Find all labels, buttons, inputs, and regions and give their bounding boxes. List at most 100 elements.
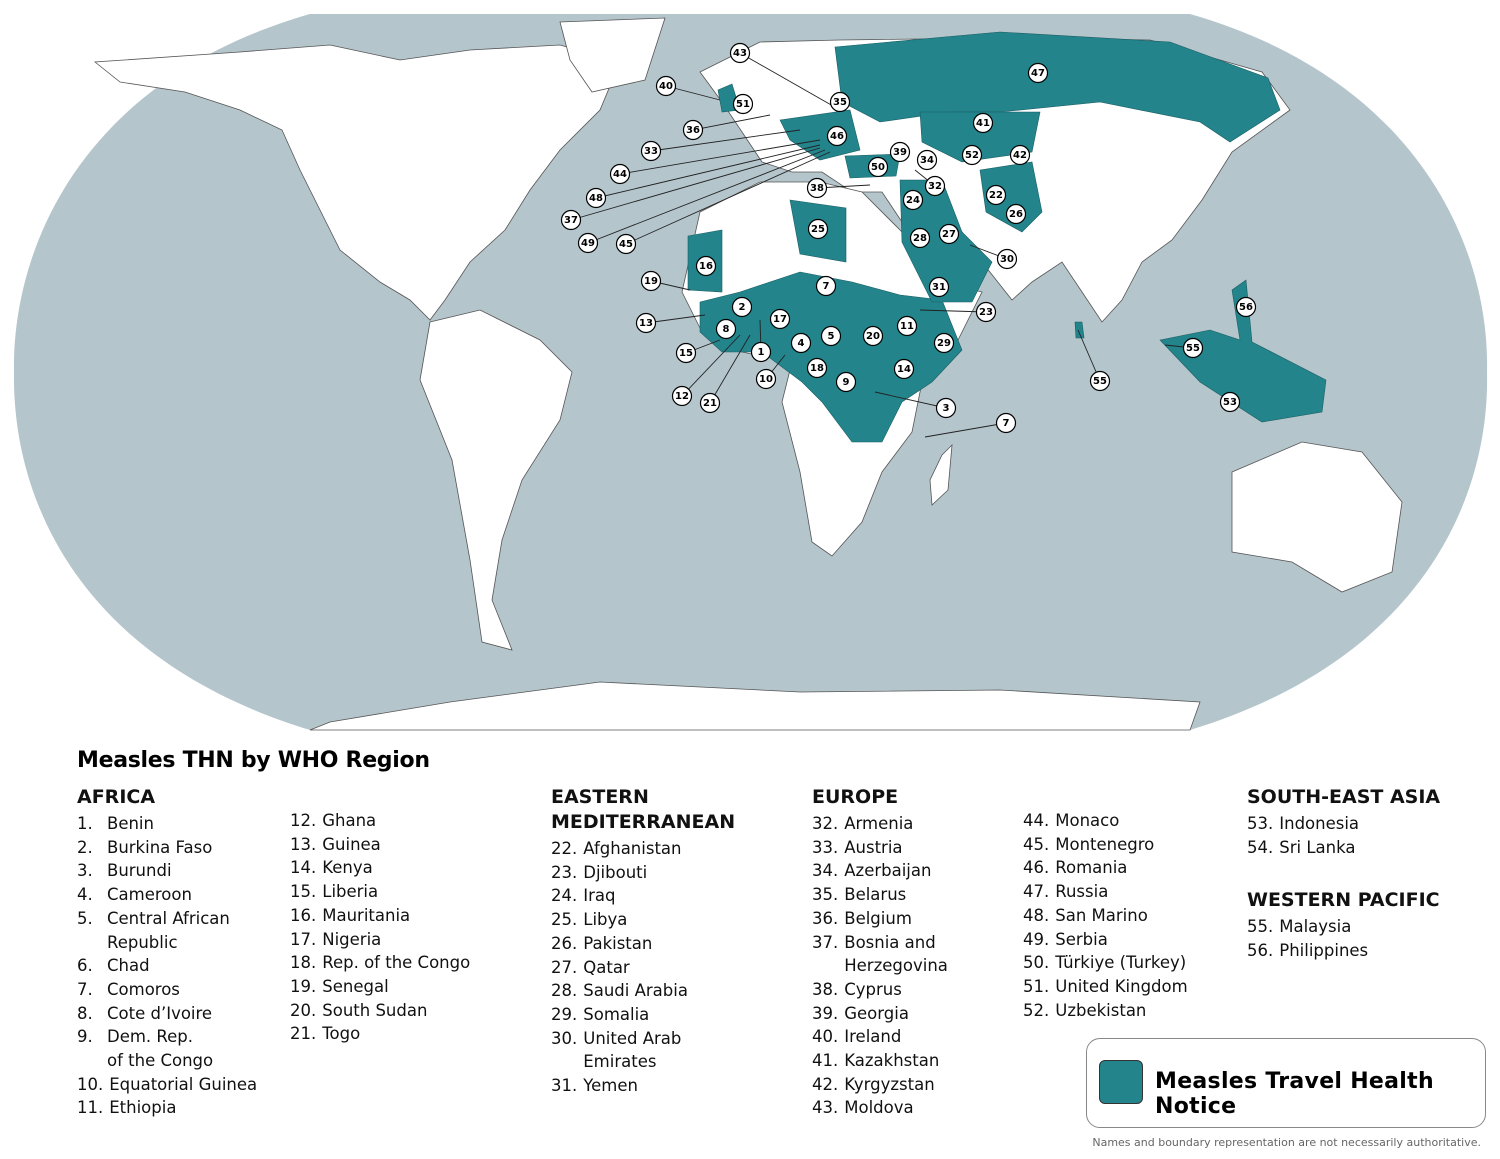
map-marker: 38 — [806, 177, 828, 199]
marker-circle — [924, 175, 946, 197]
country-number: 41. — [812, 1051, 839, 1071]
country-name: Yemen — [583, 1076, 638, 1096]
highlight-swatch — [1099, 1060, 1143, 1104]
map-marker: 43 — [729, 42, 751, 64]
marker-circle — [972, 112, 994, 134]
marker-number: 39 — [893, 147, 907, 158]
country-number: 37. — [812, 932, 839, 952]
country-list-item: 15. Liberia — [290, 880, 470, 904]
marker-number: 55 — [1093, 376, 1107, 387]
marker-circle — [1009, 144, 1031, 166]
marker-number: 42 — [1013, 150, 1027, 161]
marker-circle — [916, 149, 938, 171]
marker-circle — [609, 163, 631, 185]
australia — [1231, 441, 1403, 593]
marker-circle — [889, 141, 911, 163]
country-name: Malaysia — [1279, 917, 1352, 936]
marker-number: 40 — [659, 81, 673, 92]
marker-number: 13 — [639, 318, 653, 329]
region-header: WESTERN PACIFIC — [1247, 889, 1440, 911]
country-name: Kyrgyzstan — [844, 1074, 935, 1094]
marker-number: 17 — [773, 314, 787, 325]
country-name: Benin — [107, 814, 154, 833]
map-marker: 37 — [560, 209, 582, 231]
country-number: 3. — [77, 861, 93, 881]
map-marker: 12 — [671, 385, 693, 407]
map-marker: 16 — [695, 255, 717, 277]
map-marker: 11 — [896, 315, 918, 337]
region-column: 44. Monaco 45. Montenegro 46. Romania 47. Russi… — [1023, 809, 1188, 1022]
country-name: Moldova — [844, 1098, 914, 1118]
marker-number: 48 — [589, 193, 603, 204]
country-name: Uzbekistan — [1055, 1000, 1147, 1020]
marker-circle — [961, 144, 983, 166]
map-marker: 40 — [655, 75, 677, 97]
marker-circle — [902, 189, 924, 211]
marker-leader-line — [739, 52, 841, 111]
country-list-item: 13. Guinea — [290, 833, 470, 857]
region-column: WESTERN PACIFIC 55. Malaysia 56. Philippines — [1247, 888, 1440, 962]
country-list-item: 19. Senegal — [290, 975, 470, 999]
marker-circle — [732, 93, 754, 115]
country-name: Bosnia and Herzegovina — [844, 932, 948, 976]
country-name: San Marino — [1055, 905, 1148, 925]
marker-number: 11 — [900, 321, 914, 332]
marker-leader-line — [874, 391, 947, 409]
marker-circle — [835, 371, 857, 393]
country-number: 25. — [551, 910, 578, 930]
marker-circle — [909, 227, 931, 249]
marker-number: 38 — [810, 183, 824, 194]
marker-number: 21 — [703, 398, 717, 409]
country-number: 30. — [551, 1028, 578, 1048]
map-marker: 55 — [1182, 337, 1204, 359]
country-name: Togo — [322, 1024, 361, 1044]
map-marker: 45 — [615, 233, 637, 255]
country-name: Ireland — [844, 1027, 902, 1047]
country-number: 45. — [1023, 834, 1050, 854]
map-marker: 18 — [806, 357, 828, 379]
country-name: Indonesia — [1279, 814, 1360, 833]
country-name: Central African Republic — [107, 908, 230, 952]
marker-leader-line — [625, 151, 831, 245]
marker-circle — [996, 248, 1018, 270]
country-list-item: 38. Cyprus — [812, 978, 948, 1002]
country-list-item: 48. San Marino — [1023, 904, 1188, 928]
region-header: EASTERN MEDITERRANEAN — [551, 786, 736, 833]
map-marker: 29 — [933, 332, 955, 354]
marker-circle — [806, 177, 828, 199]
country-name: Comoros — [107, 979, 180, 999]
country-list-item: 51. United Kingdom — [1023, 975, 1188, 999]
legend-title: Measles THN by WHO Region — [77, 748, 430, 773]
country-name: Saudi Arabia — [583, 981, 688, 1001]
map-marker: 23 — [975, 301, 997, 323]
map-marker: 17 — [769, 308, 791, 330]
country-number: 38. — [812, 979, 839, 999]
marker-number: 46 — [830, 131, 844, 142]
map-marker: 27 — [938, 223, 960, 245]
country-number: 52. — [1023, 1000, 1050, 1020]
country-list-item: 54. Sri Lanka — [1247, 836, 1440, 860]
country-list-item: 45. Montenegro — [1023, 833, 1188, 857]
map-marker: 35 — [829, 91, 851, 113]
marker-circle — [975, 301, 997, 323]
marker-circle — [682, 119, 704, 141]
country-number: 51. — [1023, 976, 1050, 996]
country-list-item: 20. South Sudan — [290, 999, 470, 1023]
map-marker: 55 — [1089, 370, 1111, 392]
legend-key: Measles Travel Health Notice — [1086, 1038, 1486, 1128]
country-list-item: 34. Azerbaijan — [812, 859, 948, 883]
map-marker: 25 — [807, 218, 829, 240]
country-list-item: 23. Djibouti — [551, 861, 735, 885]
country-number: 17. — [290, 929, 317, 949]
country-number: 27. — [551, 957, 578, 977]
antarctica — [309, 681, 1201, 731]
country-number: 24. — [551, 886, 578, 906]
country-list-item: 2. Burkina Faso — [77, 836, 257, 860]
marker-circle — [1219, 391, 1241, 413]
country-list-item: 44. Monaco — [1023, 809, 1188, 833]
country-number: 4. — [77, 885, 93, 905]
country-name: Romania — [1055, 858, 1128, 878]
country-list-item: 29. Somalia — [551, 1003, 735, 1027]
marker-circle — [615, 233, 637, 255]
